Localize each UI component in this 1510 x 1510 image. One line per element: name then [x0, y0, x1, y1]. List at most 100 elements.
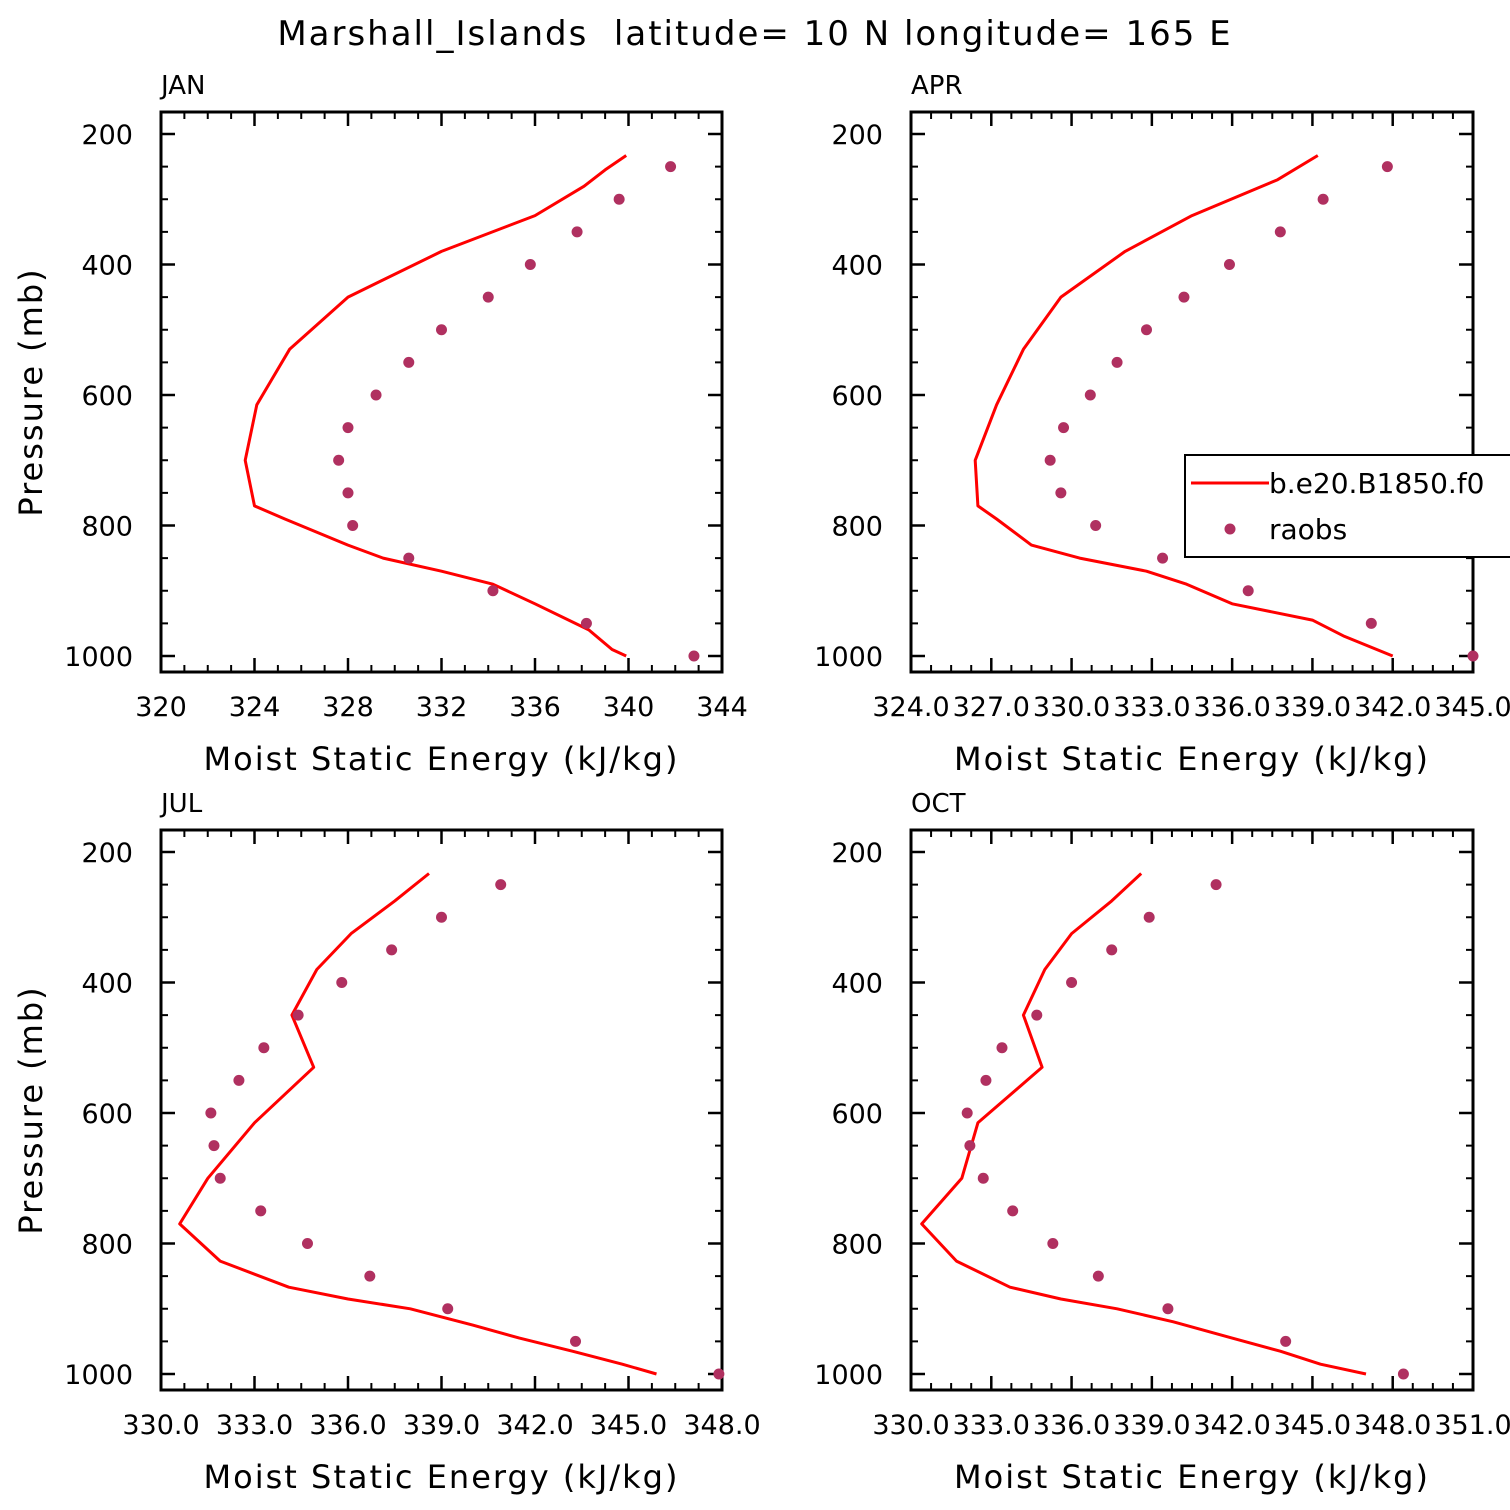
x-tick-label: 333.0: [953, 1410, 1030, 1441]
y-tick-label: 400: [81, 969, 133, 1000]
raobs-point: [1084, 389, 1096, 401]
panel-jan: 320 324 328 332 336 340 344 200 400 600 800 1000 JAN…: [12, 71, 748, 778]
y-tick-label: 1000: [64, 642, 133, 673]
x-tick-label: 336.0: [1193, 692, 1270, 723]
raobs-point: [442, 1303, 454, 1315]
x-tick-label: 332: [416, 692, 468, 723]
raobs-point: [495, 879, 507, 891]
x-tick-label: 342.0: [1193, 1410, 1270, 1441]
y-tick-label: 400: [831, 969, 883, 1000]
x-tick-label: 339.0: [1274, 692, 1351, 723]
y-tick-label: 200: [81, 838, 133, 869]
x-tick-label: 336: [509, 692, 561, 723]
x-tick-label: 330.0: [872, 1410, 949, 1441]
x-tick-label: 336.0: [309, 1410, 386, 1441]
raobs-point: [1044, 454, 1056, 466]
raobs-point: [347, 520, 359, 531]
x-tick-label: 328: [322, 692, 374, 723]
legend-marker-swatch: [1224, 523, 1236, 535]
raobs-point: [1111, 356, 1123, 368]
x-axis-label: Moist Static Energy (kJ/kg): [954, 740, 1430, 778]
panels: 320 324 328 332 336 340 344 200 400 600 800 1000 JAN…: [12, 71, 1510, 1496]
legend-label-raobs: raobs: [1269, 513, 1347, 546]
raobs-point: [233, 1074, 245, 1086]
raobs-point: [1274, 226, 1286, 238]
raobs-point: [370, 389, 382, 401]
panel-label: JAN: [159, 71, 205, 101]
x-tick-label: 340: [603, 692, 655, 723]
x-tick-label: 345.0: [1274, 1410, 1351, 1441]
x-tick-label: 330.0: [122, 1410, 199, 1441]
raobs-point: [342, 422, 354, 434]
series-line-model: [920, 872, 1367, 1376]
panel-oct: 330.0 333.0 336.0 339.0 342.0 345.0 348.0 351.0…: [814, 789, 1510, 1496]
raobs-point: [570, 1335, 582, 1347]
raobs-point: [214, 1172, 226, 1184]
raobs-point: [977, 1172, 989, 1184]
x-tick-label: 339.0: [1113, 1410, 1190, 1441]
panel-apr: 324.0 327.0 330.0 333.0 336.0 339.0 342.0 345.0…: [814, 71, 1510, 778]
x-tick-label: 348.0: [683, 1410, 760, 1441]
raobs-point: [1381, 161, 1393, 173]
raobs-point: [336, 977, 348, 988]
y-tick-label: 200: [831, 120, 883, 151]
raobs-point: [524, 259, 536, 270]
raobs-point: [1317, 193, 1329, 205]
raobs-point: [436, 911, 447, 923]
raobs-point: [571, 226, 583, 238]
x-tick-label: 333.0: [1113, 692, 1190, 723]
plot-frame: [159, 110, 724, 674]
raobs-point: [1223, 259, 1235, 270]
raobs-point: [1141, 324, 1153, 336]
series-line-model: [243, 154, 628, 658]
raobs-point: [996, 1042, 1008, 1054]
raobs-point: [613, 193, 625, 205]
x-tick-label: 324.0: [872, 692, 949, 723]
y-tick-label: 800: [831, 1230, 883, 1261]
y-tick-label: 1000: [814, 1360, 883, 1391]
raobs-point: [1058, 422, 1070, 434]
panel-jul: 330.0 333.0 336.0 339.0 342.0 345.0 348.0 200 40…: [12, 789, 761, 1496]
y-tick-label: 600: [81, 1099, 133, 1130]
legend: b.e20.B1850.f0 raobs: [1184, 454, 1510, 558]
raobs-point: [1047, 1238, 1059, 1249]
y-tick-label: 1000: [814, 642, 883, 673]
raobs-point: [1055, 487, 1067, 499]
raobs-point: [665, 161, 677, 173]
panel-label: OCT: [911, 789, 966, 819]
raobs-point: [403, 356, 415, 368]
raobs-point: [1143, 911, 1155, 923]
raobs-point: [1162, 1303, 1174, 1315]
x-tick-label: 320: [135, 692, 187, 723]
raobs-point: [964, 1140, 976, 1152]
plot-frame: [909, 828, 1475, 1392]
x-tick-label: 324: [229, 692, 281, 723]
raobs-point: [1106, 944, 1118, 956]
raobs-point: [436, 324, 447, 336]
x-tick-label: 344: [696, 692, 748, 723]
raobs-point: [1467, 650, 1479, 662]
x-tick-label: 336.0: [1033, 1410, 1110, 1441]
panel-label: APR: [911, 71, 963, 101]
raobs-point: [1007, 1205, 1019, 1217]
y-tick-label: 200: [81, 120, 133, 151]
series-line-model: [973, 154, 1394, 658]
raobs-point: [1031, 1009, 1043, 1021]
raobs-point: [1280, 1335, 1292, 1347]
y-tick-label: 600: [831, 381, 883, 412]
raobs-point: [713, 1368, 725, 1380]
raobs-point: [386, 944, 398, 956]
y-tick-label: 800: [831, 512, 883, 543]
raobs-point: [1090, 520, 1102, 531]
x-tick-label: 342.0: [1354, 692, 1431, 723]
raobs-point: [333, 454, 345, 466]
raobs-point: [255, 1205, 267, 1217]
x-tick-label: 327.0: [953, 692, 1030, 723]
raobs-point: [342, 487, 354, 499]
x-tick-label: 330.0: [1033, 692, 1110, 723]
raobs-point: [1178, 291, 1190, 303]
x-axis-label: Moist Static Energy (kJ/kg): [204, 1458, 680, 1496]
x-tick-label: 342.0: [496, 1410, 573, 1441]
raobs-point: [688, 650, 700, 662]
